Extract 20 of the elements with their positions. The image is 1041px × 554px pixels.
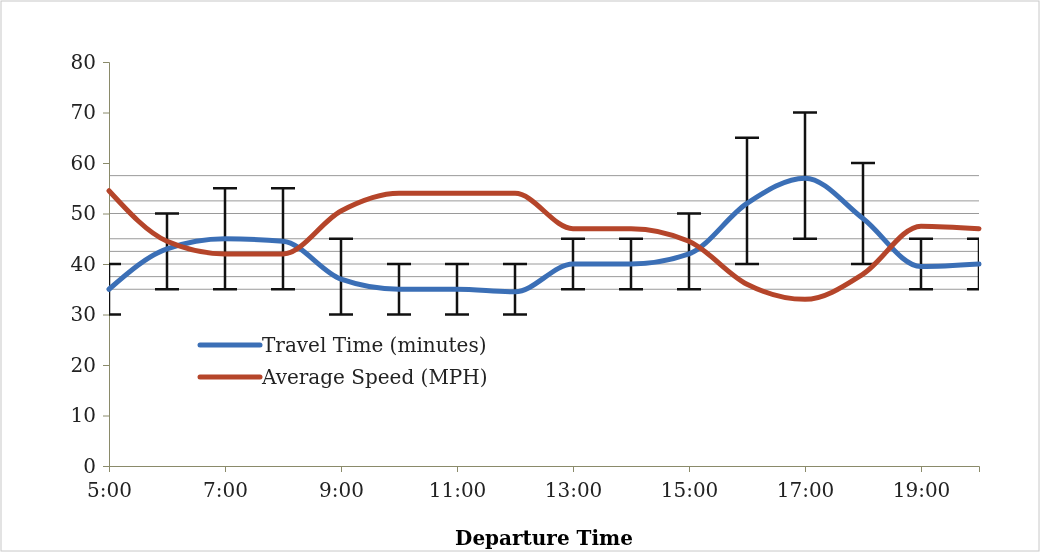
x-tick-label: 19:00 xyxy=(892,478,951,502)
y-tick-label: 0 xyxy=(83,453,96,478)
y-tick-label: 20 xyxy=(70,352,96,377)
x-axis-title: Departure Time xyxy=(455,526,633,550)
x-tick-label: 13:00 xyxy=(544,478,603,502)
y-tick-label: 70 xyxy=(70,100,96,125)
y-tick-label: 50 xyxy=(70,201,96,226)
y-tick-label: 10 xyxy=(70,403,96,428)
x-tick-label: 11:00 xyxy=(428,478,487,502)
x-tick-label: 9:00 xyxy=(319,478,364,502)
y-tick-label: 40 xyxy=(70,251,96,276)
legend-label: Average Speed (MPH) xyxy=(261,365,488,389)
x-tick-label: 15:00 xyxy=(660,478,719,502)
legend-label: Travel Time (minutes) xyxy=(262,333,487,357)
y-tick-label: 80 xyxy=(70,49,96,74)
x-tick-label: 7:00 xyxy=(203,478,248,502)
y-tick-label: 30 xyxy=(70,302,96,327)
x-tick-label: 5:00 xyxy=(87,478,132,502)
x-tick-label: 17:00 xyxy=(776,478,835,502)
y-tick-label: 60 xyxy=(70,150,96,175)
